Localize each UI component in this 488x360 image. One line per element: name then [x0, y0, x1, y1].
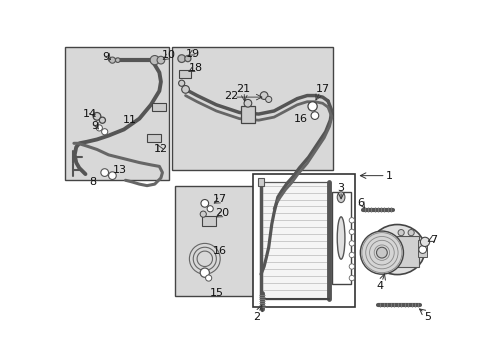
Circle shape [265, 96, 271, 103]
Text: 6: 6 [357, 198, 364, 208]
Ellipse shape [369, 225, 424, 275]
Circle shape [200, 268, 209, 277]
Text: 7: 7 [429, 235, 436, 244]
Bar [396, 236, 418, 266]
Text: 16: 16 [213, 246, 227, 256]
Circle shape [184, 55, 190, 62]
Circle shape [182, 86, 189, 93]
Bar [417, 240, 427, 257]
Text: 15: 15 [209, 288, 223, 298]
Circle shape [115, 58, 120, 62]
Bar [151, 103, 165, 111]
Text: 20: 20 [215, 208, 229, 217]
Bar [65, 47, 168, 180]
Circle shape [360, 231, 403, 274]
Text: 22: 22 [224, 91, 238, 100]
Bar [261, 182, 328, 299]
Bar [252, 174, 354, 307]
Text: 5: 5 [423, 311, 430, 321]
Text: 19: 19 [186, 49, 200, 59]
Bar [257, 178, 264, 186]
Text: 17: 17 [213, 194, 227, 204]
Circle shape [244, 99, 251, 107]
Circle shape [348, 229, 354, 235]
Text: 13: 13 [113, 165, 127, 175]
Text: 21: 21 [236, 84, 250, 94]
Circle shape [348, 252, 354, 258]
Bar [202, 216, 216, 226]
Circle shape [178, 80, 184, 86]
Circle shape [109, 57, 115, 63]
Bar [179, 70, 190, 78]
Circle shape [420, 237, 429, 247]
Text: 16: 16 [293, 114, 307, 123]
Bar [147, 134, 161, 142]
Circle shape [178, 55, 185, 62]
Circle shape [348, 264, 354, 269]
Circle shape [102, 129, 107, 135]
Circle shape [307, 102, 317, 111]
Circle shape [310, 112, 318, 120]
Circle shape [348, 217, 354, 223]
Text: 9: 9 [91, 121, 98, 131]
Bar [174, 186, 266, 296]
Text: 4: 4 [376, 281, 383, 291]
Text: 11: 11 [123, 115, 137, 125]
Text: 10: 10 [161, 50, 175, 60]
Circle shape [99, 117, 105, 123]
Circle shape [96, 125, 102, 131]
Bar [172, 47, 332, 170]
Text: 3: 3 [337, 183, 344, 193]
Circle shape [205, 275, 211, 281]
Text: 17: 17 [315, 84, 329, 94]
Text: 18: 18 [188, 63, 202, 73]
Circle shape [200, 211, 206, 217]
Text: 12: 12 [154, 144, 167, 154]
Circle shape [150, 55, 159, 65]
Circle shape [407, 230, 413, 236]
Text: 8: 8 [89, 177, 97, 187]
Circle shape [348, 275, 354, 281]
Text: 9: 9 [102, 52, 110, 62]
Circle shape [348, 241, 354, 246]
Text: 1: 1 [386, 171, 392, 181]
Circle shape [418, 246, 426, 253]
Circle shape [201, 199, 208, 207]
Circle shape [157, 56, 164, 64]
Circle shape [207, 206, 213, 212]
Circle shape [108, 172, 116, 180]
Ellipse shape [337, 192, 344, 203]
Circle shape [101, 169, 108, 176]
Bar [331, 192, 350, 284]
Text: 2: 2 [252, 311, 260, 321]
Circle shape [93, 112, 101, 120]
Bar [241, 106, 254, 123]
Text: 14: 14 [83, 109, 97, 119]
Circle shape [376, 247, 386, 258]
Circle shape [260, 92, 267, 99]
Ellipse shape [337, 217, 344, 259]
Circle shape [397, 230, 404, 236]
